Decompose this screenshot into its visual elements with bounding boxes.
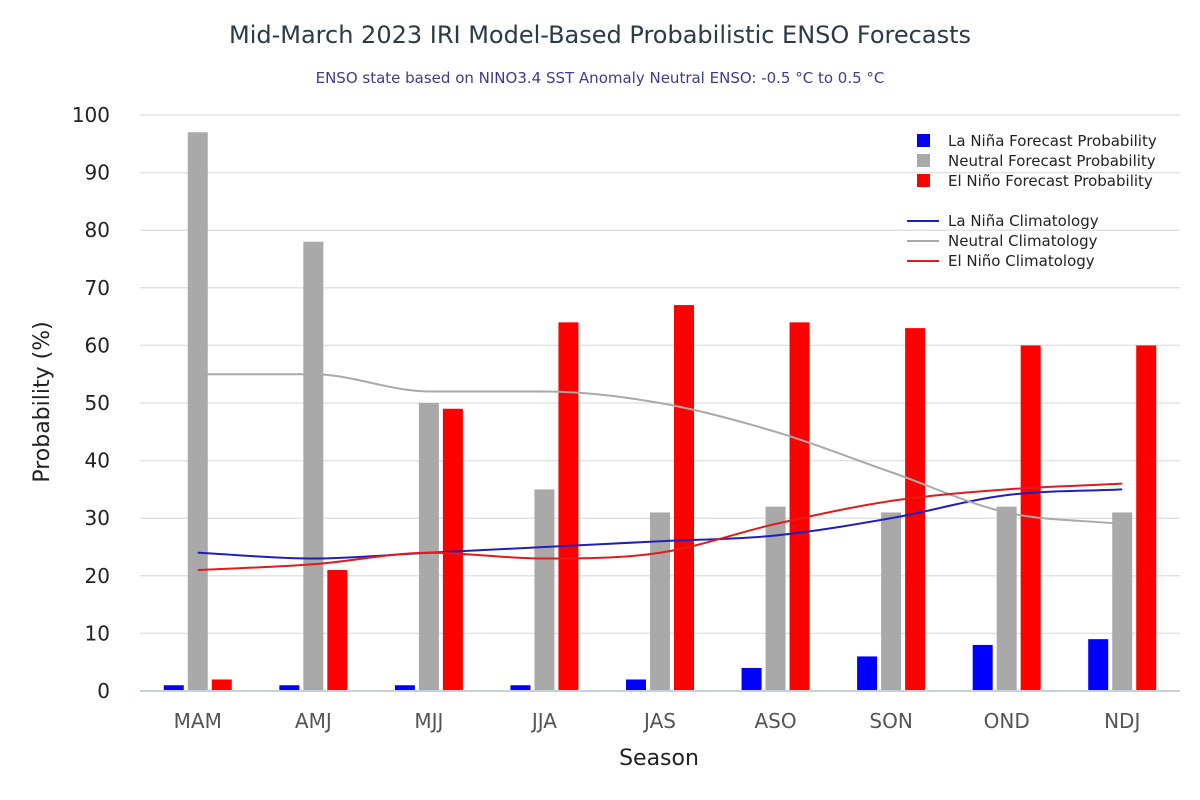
bar-la-nina-forecast-probability-amj [279, 685, 300, 691]
bar-layer [163, 132, 1157, 691]
y-tick-label-70: 70 [85, 276, 110, 300]
legend-label-la-nina-climatology: La Niña Climatology [948, 212, 1099, 230]
legend: La Niña Forecast Probability Neutral Fore… [907, 132, 1157, 270]
bar-neutral-forecast-probability-mjj [418, 403, 439, 691]
y-tick-label-80: 80 [85, 218, 110, 242]
bar-la-nina-forecast-probability-jja [510, 685, 531, 691]
x-tick-label-amj: AMJ [295, 709, 332, 733]
y-tick-label-50: 50 [85, 391, 110, 415]
legend-swatch-el-nino-forecast-probability [917, 174, 930, 187]
x-tick-label-ndj: NDJ [1104, 709, 1140, 733]
bar-la-nina-forecast-probability-jas [626, 679, 646, 691]
y-tick-label-0: 0 [97, 679, 110, 703]
axis-layer: 0 10 20 30 40 50 60 70 80 90 100 MAM AMJ MJJ JJA JAS ASO… [72, 103, 1180, 733]
bar-neutral-forecast-probability-mam [187, 132, 208, 691]
bar-el-nino-forecast-probability-mjj [442, 408, 463, 691]
bar-el-nino-forecast-probability-aso [789, 322, 810, 691]
bar-neutral-forecast-probability-ndj [1112, 512, 1133, 691]
legend-label-el-nino-forecast-probability: El Niño Forecast Probability [948, 172, 1153, 190]
legend-label-la-nina-forecast-probability: La Niña Forecast Probability [948, 132, 1157, 150]
bar-neutral-forecast-probability-aso [765, 506, 786, 691]
bar-el-nino-forecast-probability-jas [674, 305, 694, 691]
bar-neutral-forecast-probability-amj [303, 241, 324, 691]
bar-la-nina-forecast-probability-mjj [394, 685, 415, 691]
bar-el-nino-forecast-probability-son [905, 328, 926, 691]
line-el-nino-climatology [197, 482, 1123, 572]
x-tick-label-son: SON [869, 709, 912, 733]
y-tick-label-40: 40 [85, 449, 110, 473]
y-tick-label-20: 20 [85, 564, 110, 588]
legend-label-neutral-climatology: Neutral Climatology [948, 232, 1098, 250]
x-tick-label-aso: ASO [754, 709, 796, 733]
y-tick-label-90: 90 [85, 161, 110, 185]
y-tick-label-60: 60 [85, 333, 110, 357]
bar-neutral-forecast-probability-jja [534, 489, 555, 691]
x-tick-label-mam: MAM [174, 709, 222, 733]
legend-label-el-nino-climatology: El Niño Climatology [948, 252, 1095, 270]
x-tick-label-mjj: MJJ [414, 709, 443, 733]
y-axis-label: Probability (%) [30, 321, 55, 482]
bar-el-nino-forecast-probability-amj [327, 570, 348, 691]
bar-la-nina-forecast-probability-ndj [1088, 639, 1109, 691]
bar-neutral-forecast-probability-son [881, 512, 902, 691]
bar-la-nina-forecast-probability-mam [163, 685, 184, 691]
bar-el-nino-forecast-probability-ond [1020, 345, 1041, 691]
chart-title: Mid-March 2023 IRI Model-Based Probabili… [229, 21, 971, 49]
line-neutral-climatology [197, 373, 1123, 525]
chart-subtitle: ENSO state based on NINO3.4 SST Anomaly … [316, 69, 885, 87]
line-layer [197, 373, 1123, 572]
y-tick-label-30: 30 [85, 506, 110, 530]
bar-el-nino-forecast-probability-jja [558, 322, 579, 691]
legend-swatch-la-nina-forecast-probability [917, 134, 930, 147]
bar-la-nina-forecast-probability-son [857, 656, 878, 691]
x-tick-label-jja: JJA [530, 709, 557, 733]
bar-el-nino-forecast-probability-mam [211, 679, 232, 691]
bar-la-nina-forecast-probability-aso [741, 667, 762, 691]
legend-swatch-neutral-forecast-probability [917, 154, 930, 167]
x-tick-label-ond: OND [984, 709, 1030, 733]
bar-la-nina-forecast-probability-ond [972, 644, 993, 691]
bar-neutral-forecast-probability-ond [996, 506, 1017, 691]
bar-neutral-forecast-probability-jas [650, 512, 670, 691]
x-tick-label-jas: JAS [642, 709, 676, 733]
y-tick-label-10: 10 [85, 621, 110, 645]
bar-el-nino-forecast-probability-ndj [1136, 345, 1157, 691]
x-axis-label: Season [619, 746, 699, 771]
y-tick-label-100: 100 [72, 103, 110, 127]
legend-label-neutral-forecast-probability: Neutral Forecast Probability [948, 152, 1156, 170]
